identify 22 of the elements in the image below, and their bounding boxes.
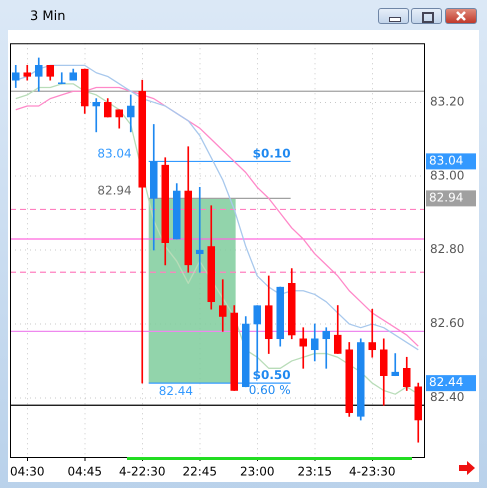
y-tick-label: 83.00 (430, 168, 464, 182)
y-tick-label: 82.60 (430, 316, 464, 330)
y-tick-label: 83.20 (430, 94, 464, 108)
x-tick-label: 23:15 (297, 464, 332, 478)
x-tick-label: 4-22:30 (118, 464, 166, 478)
x-tick-label: 04:30 (10, 464, 45, 478)
ref-line-label: 82.44 (158, 384, 194, 398)
chart-title: 3 Min (30, 9, 66, 24)
x-tick-label: 22:45 (182, 464, 218, 478)
text: 82.94 (429, 190, 464, 204)
text: 83.04 (429, 154, 464, 168)
annotation: $0.10 (252, 146, 291, 161)
x-tick-label: 4-23:30 (348, 464, 396, 478)
x-tick-label: 23:00 (240, 464, 275, 478)
ref-line-label: 82.94 (97, 184, 132, 198)
y-tick-label: 82.80 (430, 242, 464, 256)
annotation: $0.50 (252, 368, 291, 382)
ref-line-label: 83.04 (97, 146, 132, 161)
y-tick-label: 82.40 (430, 390, 464, 404)
annotation: 0.60 % (248, 383, 291, 398)
x-tick-label: 04:45 (67, 464, 102, 478)
text: 82.44 (429, 375, 464, 390)
